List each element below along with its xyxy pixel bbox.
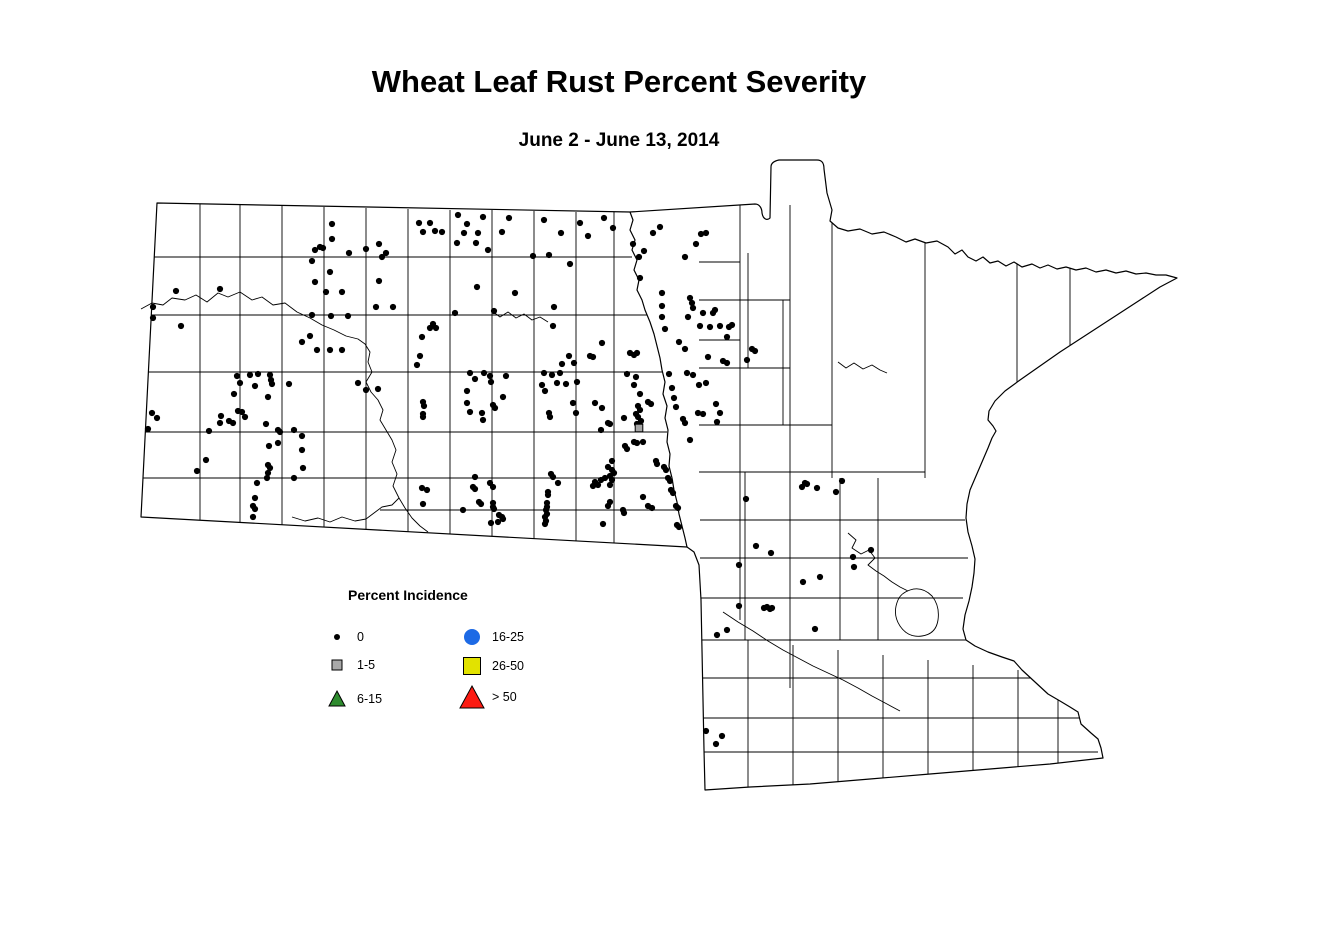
legend-item-1: 1-5	[324, 652, 375, 678]
red-lake	[837, 361, 888, 374]
chart-title: Wheat Leaf Rust Percent Severity	[371, 64, 867, 99]
minnesota-river	[722, 611, 901, 712]
north-dakota-county-grid	[141, 203, 677, 545]
cannonball-river	[291, 497, 400, 523]
legend-symbol-green-triangle	[328, 689, 346, 707]
legend-item-4: 26-50	[459, 653, 524, 679]
legend-item-2: 6-15	[324, 686, 382, 712]
legend-label: 6-15	[357, 692, 383, 706]
minnesota-county-grid	[699, 204, 1098, 789]
legend-symbol-blue-circle	[464, 629, 480, 645]
devils-lake	[491, 310, 549, 323]
legend-symbol-yellow-square	[463, 657, 481, 675]
rivers-and-lakes	[140, 291, 939, 712]
legend-item-3: 16-25	[459, 624, 524, 650]
legend-label: 0	[357, 630, 364, 644]
legend-symbol-red-triangle	[459, 684, 485, 709]
legend-item-0: 0	[324, 624, 364, 650]
legend-label: 1-5	[357, 658, 376, 672]
north-dakota-outline	[140, 202, 688, 548]
legend-item-5: > 50	[459, 684, 517, 710]
legend-symbol-dot	[334, 634, 340, 640]
legend-label: 26-50	[492, 659, 524, 673]
data-points	[144, 211, 875, 748]
legend-symbol-gray-square	[331, 659, 343, 671]
minnesota-outline	[629, 159, 1178, 791]
mille-lacs-lake	[895, 588, 939, 637]
mississippi-river	[847, 532, 909, 592]
legend: Percent Incidence 0 1-5 6-15 16-25 26-50…	[312, 580, 602, 720]
legend-label: 16-25	[492, 630, 524, 644]
legend-label: > 50	[492, 690, 517, 704]
legend-title: Percent Incidence	[348, 587, 468, 603]
missouri-river	[140, 291, 429, 533]
chart-subtitle: June 2 - June 13, 2014	[518, 130, 720, 151]
